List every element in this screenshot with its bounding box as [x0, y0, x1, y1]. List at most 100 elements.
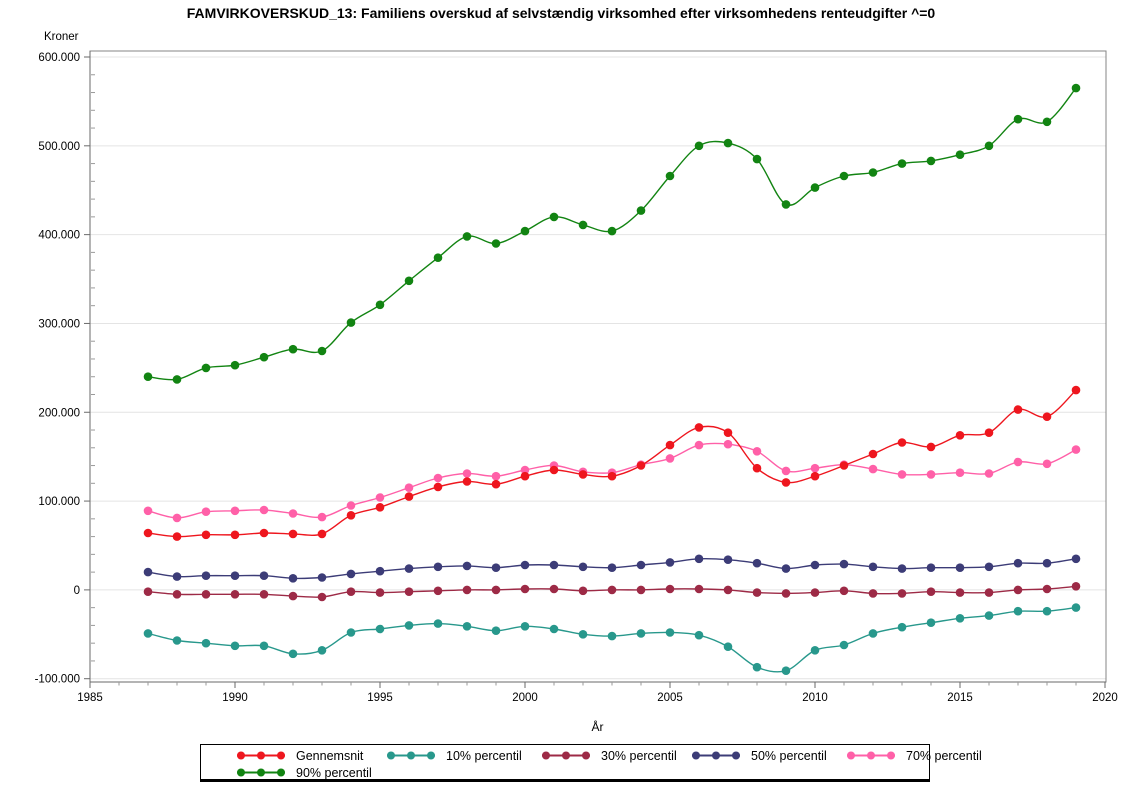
legend-item-50-percentil: 50% percentil: [690, 747, 845, 764]
y-tick-label: 400.000: [38, 230, 80, 242]
data-point-90-percentil: [433, 253, 443, 262]
data-point-10-percentil: [955, 614, 965, 623]
data-point-90-percentil: [781, 200, 791, 209]
data-point-90-percentil: [201, 363, 211, 373]
x-tick-label: 2015: [947, 692, 973, 704]
data-point-gennemsnit: [926, 442, 936, 452]
data-point-50-percentil: [201, 571, 211, 580]
data-point-90-percentil: [839, 171, 849, 181]
data-point-70-percentil: [317, 512, 327, 522]
data-point-50-percentil: [317, 573, 327, 582]
data-point-70-percentil: [810, 463, 820, 473]
legend-item-10-percentil: 10% percentil: [385, 747, 540, 764]
data-point-30-percentil: [665, 584, 675, 594]
legend-marker-gennemsnit: [237, 751, 285, 760]
y-tick-label: -100.000: [35, 674, 80, 686]
data-point-30-percentil: [839, 586, 849, 596]
axes: [84, 51, 1106, 688]
data-point-10-percentil: [665, 628, 675, 637]
x-tick-label: 2010: [802, 692, 828, 704]
data-point-30-percentil: [607, 585, 617, 595]
data-point-30-percentil: [1042, 584, 1052, 594]
x-tick-label: 1985: [77, 692, 103, 704]
legend-grid: Gennemsnit 10% percentil 30% percentil 50% …: [201, 745, 982, 781]
series-70-percentil: [143, 439, 1081, 523]
series-50-percentil: [143, 554, 1081, 583]
data-point-gennemsnit: [143, 528, 153, 538]
data-point-50-percentil: [1013, 558, 1023, 568]
data-point-30-percentil: [694, 584, 704, 594]
x-tick-label: 1995: [367, 692, 393, 704]
data-point-10-percentil: [462, 622, 472, 631]
data-point-30-percentil: [926, 587, 936, 596]
data-point-50-percentil: [723, 555, 733, 564]
data-point-gennemsnit: [549, 465, 559, 475]
data-point-90-percentil: [259, 352, 269, 362]
data-point-10-percentil: [375, 624, 385, 634]
data-point-30-percentil: [346, 587, 356, 596]
data-point-gennemsnit: [520, 471, 530, 481]
data-point-90-percentil: [230, 360, 240, 370]
data-point-10-percentil: [172, 636, 182, 645]
data-point-90-percentil: [694, 141, 704, 151]
data-point-90-percentil: [607, 226, 617, 236]
data-point-gennemsnit: [578, 470, 588, 479]
data-point-10-percentil: [1071, 603, 1081, 612]
data-point-90-percentil: [404, 276, 414, 286]
data-point-90-percentil: [549, 212, 559, 222]
data-point-gennemsnit: [810, 471, 820, 481]
data-point-90-percentil: [723, 138, 733, 148]
data-point-90-percentil: [1071, 83, 1081, 93]
data-point-70-percentil: [955, 468, 965, 478]
data-point-90-percentil: [1042, 117, 1052, 127]
data-point-90-percentil: [317, 346, 327, 356]
data-point-gennemsnit: [201, 530, 211, 540]
data-point-50-percentil: [607, 563, 617, 572]
data-point-90-percentil: [491, 239, 501, 248]
data-point-30-percentil: [636, 585, 646, 595]
data-point-10-percentil: [549, 624, 559, 634]
data-point-50-percentil: [926, 563, 936, 572]
series-line-70-percentil: [147, 442, 1077, 519]
data-point-10-percentil: [810, 646, 820, 655]
data-point-30-percentil: [955, 588, 965, 597]
data-point-50-percentil: [636, 560, 646, 570]
data-point-90-percentil: [462, 232, 472, 241]
data-point-50-percentil: [433, 562, 443, 572]
data-point-90-percentil: [375, 300, 385, 310]
data-point-10-percentil: [1042, 606, 1052, 616]
data-point-gennemsnit: [172, 532, 182, 541]
data-point-10-percentil: [578, 630, 588, 639]
data-point-30-percentil: [578, 586, 588, 596]
legend-label-90-percentil: 90% percentil: [296, 765, 372, 780]
data-point-90-percentil: [172, 375, 182, 384]
data-point-70-percentil: [752, 447, 762, 456]
data-point-10-percentil: [317, 646, 327, 655]
legend-marker-70-percentil: [847, 751, 895, 760]
data-point-90-percentil: [926, 156, 936, 166]
data-point-70-percentil: [1013, 457, 1023, 467]
data-point-50-percentil: [549, 560, 559, 570]
data-point-50-percentil: [491, 563, 501, 572]
data-point-50-percentil: [520, 560, 530, 570]
data-point-70-percentil: [868, 464, 878, 474]
data-point-30-percentil: [781, 589, 791, 598]
data-point-gennemsnit: [1042, 412, 1052, 422]
data-point-50-percentil: [1071, 554, 1081, 564]
legend-marker-30-percentil: [542, 751, 590, 760]
series-10-percentil: [143, 603, 1081, 675]
data-point-30-percentil: [462, 585, 472, 595]
data-point-50-percentil: [839, 559, 849, 569]
data-point-gennemsnit: [1013, 405, 1023, 414]
data-point-10-percentil: [520, 622, 530, 631]
data-point-90-percentil: [346, 318, 356, 327]
data-point-70-percentil: [230, 506, 240, 516]
data-point-10-percentil: [752, 662, 762, 672]
data-point-90-percentil: [578, 220, 588, 230]
data-point-70-percentil: [143, 506, 153, 516]
data-point-gennemsnit: [317, 529, 327, 539]
data-point-90-percentil: [288, 344, 298, 354]
data-point-50-percentil: [375, 566, 385, 576]
data-point-70-percentil: [520, 465, 530, 475]
data-point-gennemsnit: [230, 530, 240, 540]
